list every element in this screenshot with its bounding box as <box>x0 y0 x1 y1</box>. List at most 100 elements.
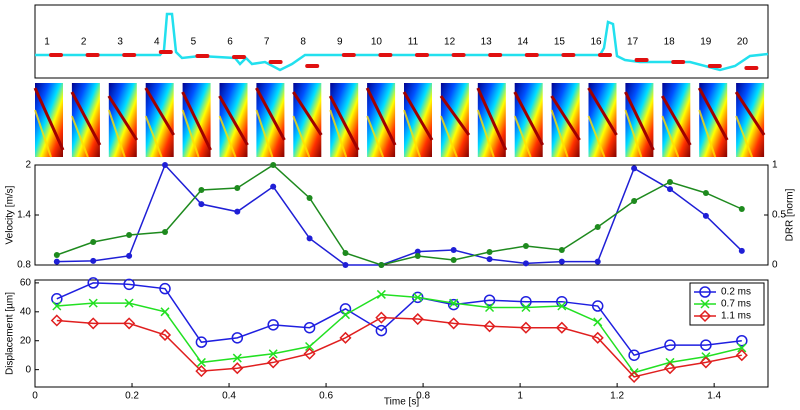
beat-label: 13 <box>481 37 493 48</box>
point <box>306 235 313 242</box>
thumbnail-stripe <box>735 115 754 158</box>
y-tick-label: 1.4 <box>17 210 31 221</box>
point <box>411 312 424 326</box>
point <box>160 307 170 317</box>
thumbnail-stripe <box>476 109 495 158</box>
beat-label: 5 <box>191 37 197 48</box>
point <box>162 229 169 235</box>
thumbnail-stripe <box>107 95 139 141</box>
point <box>737 343 747 353</box>
series-line <box>56 163 743 266</box>
point <box>198 201 205 208</box>
thumbnail-stripe <box>550 109 569 158</box>
point <box>558 258 565 265</box>
point <box>738 206 745 212</box>
thumbnail-stripe <box>476 87 508 151</box>
point <box>270 183 277 190</box>
thumbnail-stripe <box>218 95 249 146</box>
point <box>555 321 568 334</box>
legend-marker <box>698 309 712 323</box>
beat-label: 12 <box>444 37 456 48</box>
point <box>594 258 601 265</box>
point <box>522 260 529 267</box>
y-tick-label: 2 <box>25 160 31 171</box>
point <box>414 248 421 255</box>
plot-frame <box>34 279 769 388</box>
point <box>303 321 316 334</box>
point <box>87 277 99 289</box>
point <box>486 249 493 255</box>
point <box>447 298 460 311</box>
point <box>53 252 60 258</box>
y2-tick-label: 0 <box>772 260 778 271</box>
point <box>375 324 388 337</box>
point <box>557 301 567 311</box>
point <box>267 319 279 331</box>
beat-label: 8 <box>300 37 306 48</box>
point <box>232 353 242 363</box>
thumbnail-stripe <box>70 91 102 146</box>
x-tick-label: 0.8 <box>416 391 430 402</box>
series-line <box>56 282 742 357</box>
y-tick-label: 0 <box>25 364 31 375</box>
x-tick-label: 1.4 <box>707 391 721 402</box>
point <box>413 292 423 302</box>
point <box>449 298 459 308</box>
thumbnail-stripe <box>697 87 729 141</box>
point <box>483 294 496 306</box>
point <box>486 256 493 263</box>
point <box>628 370 641 383</box>
series-line <box>56 316 742 378</box>
point <box>339 331 352 344</box>
point <box>447 317 460 330</box>
point <box>195 336 208 348</box>
thumbnail-stripe <box>144 87 175 136</box>
beat-label: 17 <box>627 37 639 48</box>
y2-tick-label: 1 <box>772 160 778 171</box>
thumbnail-stripe <box>366 115 385 158</box>
point <box>340 310 351 320</box>
y-tick-label: 40 <box>20 306 32 317</box>
point <box>591 331 604 344</box>
thumbnail-stripe <box>402 91 434 141</box>
point <box>631 198 638 204</box>
point <box>234 208 241 215</box>
beat-label: 14 <box>517 37 529 48</box>
thumbnail-stripe <box>513 115 532 158</box>
point <box>450 257 457 263</box>
thumbnail-stripe <box>550 95 581 141</box>
point <box>198 187 205 193</box>
beat-label: 3 <box>117 37 123 48</box>
legend-marker <box>700 299 710 309</box>
thumbnail-stripe <box>292 91 323 136</box>
x-tick-label: 0 <box>32 391 38 402</box>
point <box>375 311 388 324</box>
beat-label: 2 <box>81 37 87 48</box>
point <box>667 179 674 185</box>
x-tick-label: 1.2 <box>610 391 624 402</box>
point <box>414 253 421 259</box>
y-tick-label: 20 <box>20 335 32 346</box>
beat-label: 11 <box>408 37 419 48</box>
point <box>376 289 386 299</box>
point <box>52 301 62 311</box>
thumbnail-stripe <box>181 91 212 151</box>
point <box>736 334 748 347</box>
thumbnail-stripe <box>292 115 311 158</box>
point <box>702 190 709 196</box>
series-line <box>56 293 742 374</box>
point <box>591 300 604 312</box>
point <box>738 247 745 254</box>
point <box>305 341 315 352</box>
beat-label: 18 <box>664 37 676 48</box>
point <box>231 332 244 344</box>
point <box>126 252 133 259</box>
point <box>90 257 97 264</box>
beat-label: 7 <box>264 37 270 48</box>
beat-label: 9 <box>337 37 343 48</box>
point <box>267 356 280 369</box>
point <box>306 195 313 201</box>
point <box>667 186 674 193</box>
point <box>594 224 601 230</box>
